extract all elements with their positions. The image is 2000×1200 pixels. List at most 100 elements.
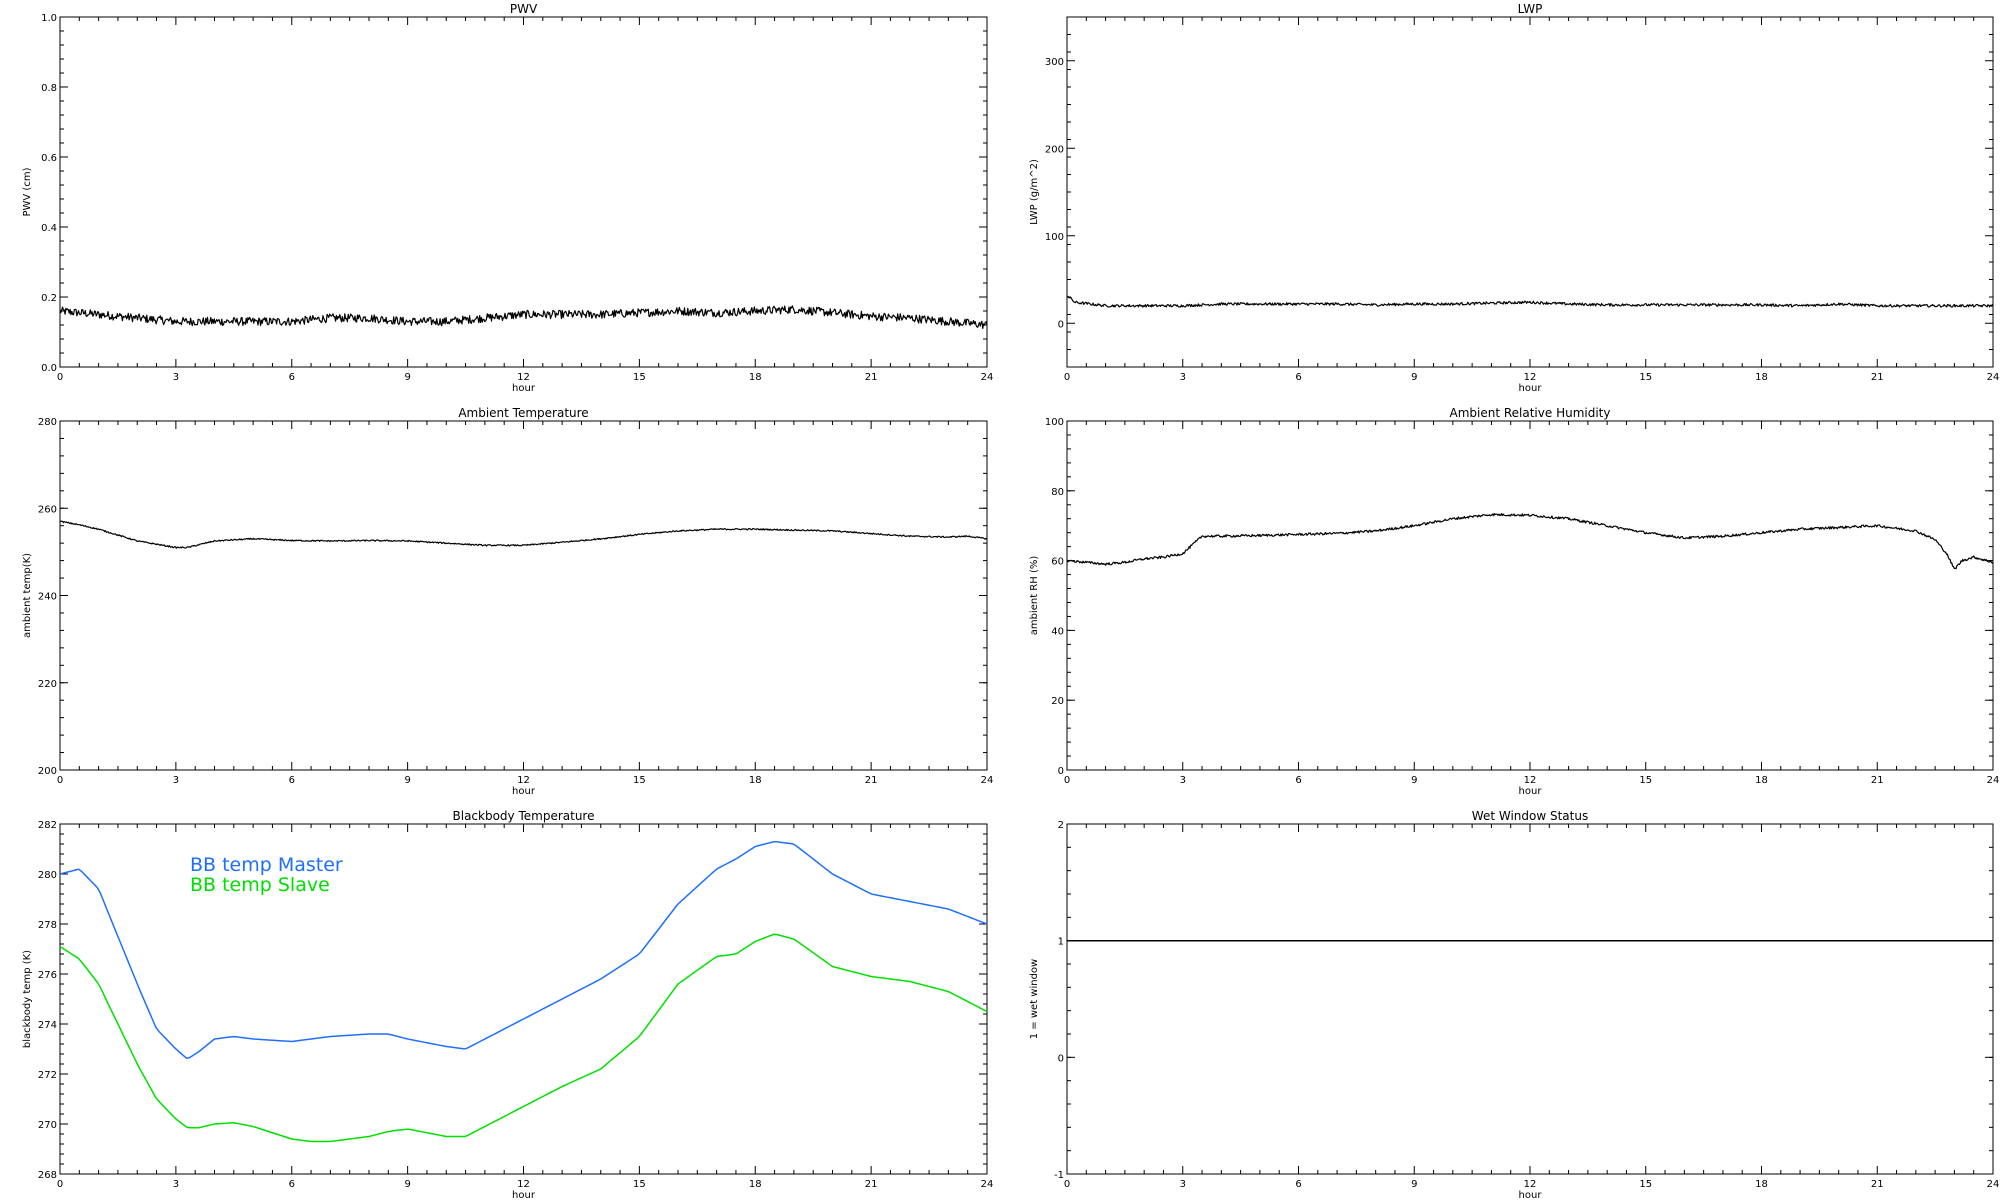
x-tick-label: 12 — [1524, 1179, 1537, 1190]
x-tick-label: 21 — [1871, 1179, 1884, 1190]
x-tick-label: 9 — [1411, 372, 1417, 383]
y-tick-label: 0 — [1058, 319, 1064, 330]
x-tick-label: 15 — [1639, 1179, 1652, 1190]
x-axis-label: hour — [512, 786, 536, 797]
x-tick-label: 6 — [289, 372, 295, 383]
chart-title: Blackbody Temperature — [453, 809, 595, 823]
y-tick-label: 270 — [38, 1120, 57, 1131]
y-tick-label: 280 — [38, 417, 57, 428]
y-axis-label: PWV (cm) — [22, 167, 33, 216]
x-tick-label: 0 — [1064, 775, 1070, 786]
x-tick-label: 9 — [404, 372, 410, 383]
y-tick-label: 60 — [1051, 557, 1064, 568]
y-tick-label: 280 — [38, 870, 57, 881]
y-tick-label: 100 — [1045, 232, 1064, 243]
y-tick-label: 240 — [38, 592, 57, 603]
x-tick-label: 15 — [1639, 372, 1652, 383]
x-tick-label: 18 — [1755, 775, 1768, 786]
x-tick-label: 6 — [1295, 372, 1301, 383]
y-tick-label: 278 — [38, 920, 57, 931]
chart-blackbody: Blackbody Temperature 0 3 6 9 12 15 18 21 24 hour 2… — [22, 809, 993, 1200]
x-tick-label: 18 — [749, 372, 762, 383]
x-tick-label: 12 — [1524, 775, 1537, 786]
x-tick-label: 18 — [1755, 1179, 1768, 1190]
x-axis-label: hour — [512, 383, 536, 394]
x-tick-label: 12 — [517, 1179, 530, 1190]
chart-ambient-temp: Ambient Temperature 0 3 6 9 12 15 18 21 24 hour 200… — [22, 406, 993, 797]
legend-entry: BB temp Master — [190, 854, 343, 876]
y-axis-label: ambient temp(K) — [22, 553, 33, 638]
x-tick-label: 3 — [1180, 372, 1186, 383]
x-tick-label: 24 — [981, 775, 994, 786]
y-tick-label: 274 — [38, 1020, 57, 1031]
x-tick-label: 12 — [517, 372, 530, 383]
x-tick-label: 24 — [1987, 372, 2000, 383]
x-tick-label: 0 — [1064, 372, 1070, 383]
legend-entry: BB temp Slave — [190, 874, 330, 896]
y-tick-label: 300 — [1045, 57, 1064, 68]
y-axis-label: ambient RH (%) — [1029, 556, 1040, 636]
y-tick-label: 276 — [38, 970, 57, 981]
series-line-2 — [59, 933, 988, 1143]
chart-title: LWP — [1518, 2, 1543, 16]
y-tick-label: 260 — [38, 504, 57, 515]
x-tick-label: 0 — [57, 1179, 63, 1190]
plot-frame — [1066, 16, 1994, 368]
y-tick-label: 2 — [1058, 820, 1064, 831]
y-tick-label: 0.8 — [41, 83, 57, 94]
y-tick-label: 80 — [1051, 487, 1064, 498]
y-tick-label: 272 — [38, 1070, 57, 1081]
x-tick-label: 24 — [1987, 1179, 2000, 1190]
x-tick-label: 3 — [1180, 775, 1186, 786]
x-tick-label: 9 — [404, 775, 410, 786]
x-tick-label: 9 — [1411, 775, 1417, 786]
x-tick-label: 21 — [1871, 775, 1884, 786]
plot-frame — [1066, 823, 1994, 1175]
y-tick-label: 0.6 — [41, 153, 57, 164]
series-line-1 — [59, 520, 988, 549]
y-axis-label: 1 = wet window — [1029, 959, 1040, 1039]
x-tick-label: 0 — [57, 372, 63, 383]
chart-title: Wet Window Status — [1472, 809, 1588, 823]
x-axis-label: hour — [1519, 786, 1543, 797]
x-tick-label: 3 — [173, 775, 179, 786]
chart-ambient-rh: Ambient Relative Humidity 0 3 6 9 12 15 18 21 24 h… — [1029, 406, 1999, 797]
x-tick-label: 12 — [1524, 372, 1537, 383]
y-tick-label: 100 — [1045, 417, 1064, 428]
x-tick-label: 21 — [865, 1179, 878, 1190]
y-axis-label: blackbody temp (K) — [22, 950, 33, 1048]
x-tick-label: 0 — [1064, 1179, 1070, 1190]
chart-title: Ambient Relative Humidity — [1450, 406, 1611, 420]
x-tick-label: 0 — [57, 775, 63, 786]
y-tick-label: 200 — [1045, 144, 1064, 155]
y-tick-label: 0 — [1058, 766, 1064, 777]
x-tick-label: 9 — [404, 1179, 410, 1190]
x-tick-label: 3 — [173, 1179, 179, 1190]
x-axis-label: hour — [1519, 383, 1543, 394]
x-tick-label: 15 — [633, 775, 646, 786]
y-tick-label: -1 — [1054, 1170, 1064, 1181]
x-tick-label: 3 — [173, 372, 179, 383]
y-tick-label: 0.0 — [41, 363, 57, 374]
x-tick-label: 24 — [981, 372, 994, 383]
chart-title: PWV — [510, 2, 538, 16]
x-tick-label: 6 — [1295, 775, 1301, 786]
x-tick-label: 18 — [749, 1179, 762, 1190]
plot-frame — [1066, 420, 1994, 771]
series-line-1 — [59, 305, 988, 329]
y-tick-label: 20 — [1051, 696, 1064, 707]
x-tick-label: 24 — [1987, 775, 2000, 786]
x-tick-label: 15 — [1639, 775, 1652, 786]
y-tick-label: 1.0 — [41, 13, 57, 24]
series-line-1 — [1066, 513, 1994, 570]
x-tick-label: 6 — [289, 775, 295, 786]
x-tick-label: 24 — [981, 1179, 994, 1190]
series-line-1 — [1067, 295, 1994, 308]
y-tick-label: 40 — [1051, 626, 1064, 637]
y-tick-label: 268 — [38, 1170, 57, 1181]
y-tick-label: 282 — [38, 820, 57, 831]
x-tick-label: 12 — [517, 775, 530, 786]
x-tick-label: 18 — [1755, 372, 1768, 383]
